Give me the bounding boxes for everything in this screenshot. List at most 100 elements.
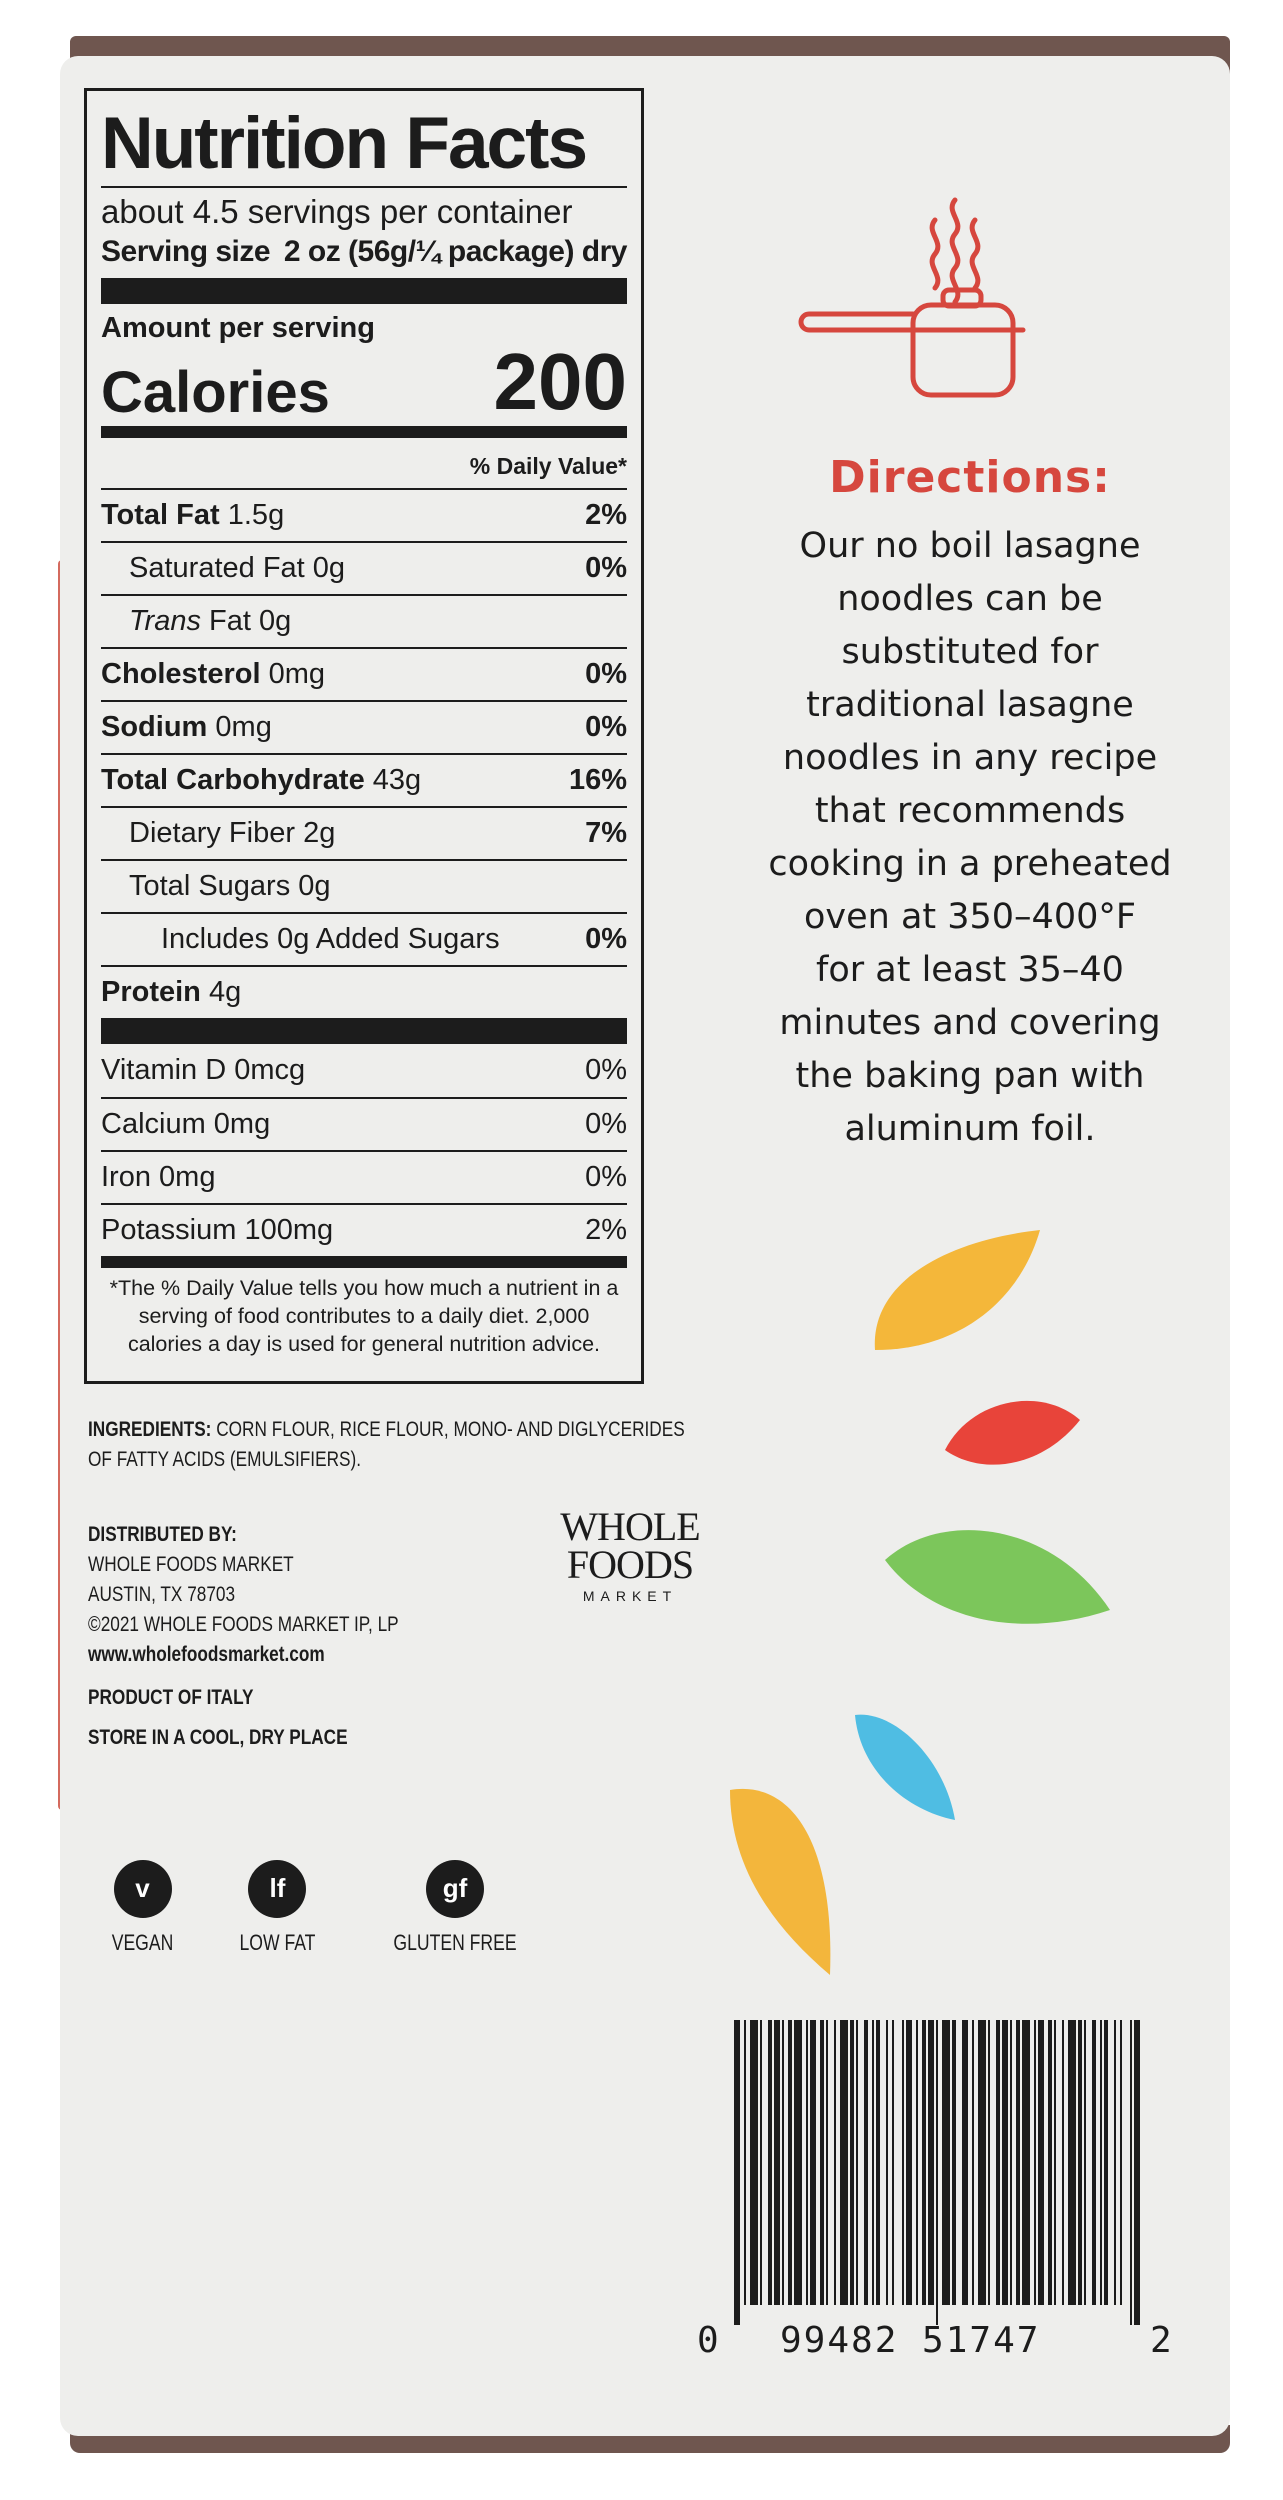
directions-line: traditional lasagne [806, 685, 1134, 725]
origin-text: PRODUCT OF ITALY [88, 1686, 254, 1709]
barcode-bar [1048, 2020, 1052, 2305]
directions-line: that recommends [814, 791, 1126, 831]
nutrient-row: Total Sugars 0g [101, 859, 627, 912]
leaf-yellow [874, 1230, 1040, 1350]
nutrient-row: Total Fat 1.5g 2% [101, 488, 627, 541]
barcode-bar [750, 2020, 758, 2305]
barcode-bar [906, 2020, 912, 2305]
origin: PRODUCT OF ITALY [88, 1683, 254, 1713]
barcode-bar [840, 2020, 848, 2305]
nutrient-amount: 43g [372, 764, 422, 796]
logo-line: MARKET [582, 1588, 678, 1604]
barcode-bar [886, 2020, 888, 2305]
nutrient-row: Saturated Fat 0g 0% [101, 541, 627, 594]
serving-size: Serving size 2 oz (56g/¼ package) dry [101, 232, 628, 272]
barcode-bar [774, 2020, 780, 2305]
barcode-bar [768, 2020, 772, 2305]
nutrient-row: Trans Fat 0g [101, 594, 627, 647]
barcode-bar [1038, 2020, 1044, 2305]
barcode-bar [936, 2020, 938, 2325]
nutrient-name: Trans [129, 605, 201, 637]
vitamin-name: Potassium 100mg [101, 1214, 334, 1246]
leaf-blue [855, 1714, 955, 1820]
nutrient-percent: 0% [585, 658, 627, 690]
pot-icon [798, 197, 1026, 398]
barcode-bar [1010, 2020, 1012, 2305]
directions-line: the baking pan with [795, 1056, 1145, 1096]
barcode-bar [1130, 2020, 1132, 2325]
ingredients-text: CORN FLOUR, RICE FLOUR, MONO- AND DIGLYC… [88, 1418, 685, 1471]
distributor-line: WHOLE FOODS MARKET [88, 1553, 294, 1576]
barcode-bar [952, 2020, 956, 2305]
nutrient-name: Includes 0g Added Sugars [161, 923, 500, 955]
badge-caption: LOW FAT [239, 1930, 316, 1955]
nutrient-name: Cholesterol [101, 658, 261, 690]
barcode-right-digit: 2 [1150, 2320, 1172, 2361]
nutrient-amount: 0g [312, 552, 346, 584]
barcode-bar [1134, 2020, 1140, 2325]
barcode-bar [872, 2020, 874, 2305]
barcode-bar [1114, 2020, 1116, 2305]
barcode-bar [734, 2020, 740, 2325]
barcode-bar [850, 2020, 854, 2305]
nutrient-amount: 2g [303, 817, 336, 849]
copyright-line: ©2021 WHOLE FOODS MARKET IP, LP [88, 1613, 399, 1636]
barcode-bar [942, 2020, 950, 2305]
badge-caption: VEGAN [111, 1930, 174, 1955]
directions-line: for at least 35–40 [816, 950, 1124, 990]
barcode-bar [834, 2020, 836, 2305]
divider [101, 186, 627, 188]
vegan-badge: v VEGAN [104, 1860, 181, 1956]
vitamin-row: Potassium 100mg 2% [101, 1203, 627, 1256]
nutrient-name: Total Sugars [129, 870, 291, 902]
divider-thick [101, 1018, 627, 1044]
badge-caption: GLUTEN FREE [393, 1930, 517, 1955]
ingredients-label: INGREDIENTS: [88, 1418, 212, 1441]
gluten-free-icon: gf [426, 1860, 485, 1918]
nutrient-name: Sodium [101, 711, 208, 743]
nutrient-amount: 0mg [215, 711, 272, 743]
whole-foods-logo: WHOLE FOODS MARKET [555, 1504, 705, 1605]
barcode-bar [1068, 2020, 1076, 2305]
barcode-bar [1084, 2020, 1086, 2305]
barcode-bar [864, 2020, 868, 2305]
directions-line: minutes and covering [779, 1003, 1161, 1043]
vitamin-name: Vitamin D 0mcg [101, 1054, 306, 1086]
barcode-bar [794, 2020, 802, 2305]
barcode-bar [760, 2020, 762, 2305]
barcode-bar [744, 2020, 746, 2305]
nutrient-percent: 0% [585, 711, 627, 743]
leaf-red [945, 1400, 1080, 1465]
nutrient-name: Dietary Fiber [129, 817, 295, 849]
barcode-bar [892, 2020, 894, 2305]
vitamin-percent: 0% [585, 1054, 627, 1086]
calories-row: Calories 200 [101, 342, 627, 422]
vitamin-row: Vitamin D 0mcg 0% [101, 1044, 627, 1097]
barcode-bar [1104, 2020, 1108, 2305]
logo-line: WHOLE [560, 1504, 700, 1549]
amount-per-serving: Amount per serving [101, 312, 375, 344]
vegan-icon: v [113, 1860, 172, 1918]
vitamin-percent: 0% [585, 1161, 627, 1193]
calories-label: Calories [101, 360, 330, 425]
distributor-info: DISTRIBUTED BY: WHOLE FOODS MARKET AUSTI… [88, 1520, 399, 1670]
storage: STORE IN A COOL, DRY PLACE [88, 1723, 348, 1753]
serving-size-value: 2 oz (56g/¼ package) dry [283, 235, 628, 268]
directions-line: aluminum foil. [844, 1109, 1096, 1149]
nutrition-facts-label: Nutrition Facts about 4.5 servings per c… [84, 88, 644, 1384]
vitamin-row: Iron 0mg 0% [101, 1150, 627, 1203]
vitamin-row: Calcium 0mg 0% [101, 1097, 627, 1150]
logo-line: FOODS [566, 1542, 694, 1587]
website: www.wholefoodsmarket.com [88, 1643, 325, 1666]
ingredients: INGREDIENTS: CORN FLOUR, RICE FLOUR, MON… [88, 1415, 711, 1475]
nutrient-percent: 16% [568, 764, 627, 796]
nutrient-name: Saturated Fat [129, 552, 305, 584]
nutrient-percent: 2% [585, 499, 627, 531]
directions-line: noodles can be [837, 579, 1103, 619]
barcode-bar [1034, 2020, 1036, 2305]
nutrient-row: Includes 0g Added Sugars 0% [101, 912, 627, 965]
barcode-bar [922, 2020, 926, 2305]
barcode-digits: 99482 51747 [780, 2320, 1041, 2361]
leaf-green [885, 1530, 1110, 1624]
decorative-leaves [730, 1230, 1110, 1975]
